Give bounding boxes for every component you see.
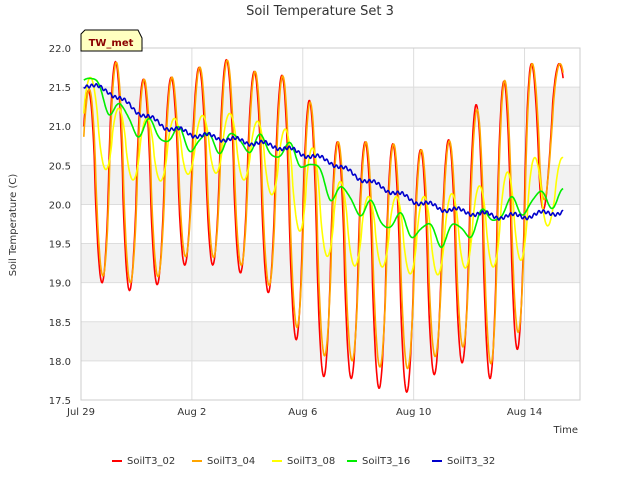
- y-axis-label: Soil Temperature (C): [8, 174, 19, 277]
- station-badge: TW_met: [80, 29, 143, 52]
- x-tick-label: Aug 14: [507, 407, 542, 418]
- legend-item-SoilT3_32: SoilT3_32: [432, 456, 495, 467]
- legend-label: SoilT3_16: [362, 456, 410, 467]
- legend-label: SoilT3_32: [447, 456, 495, 467]
- badge-label: TW_met: [89, 38, 134, 49]
- series-line-SoilT3_16: [83, 77, 564, 249]
- legend-item-SoilT3_02: SoilT3_02: [112, 456, 175, 467]
- y-tick-label: 19.0: [49, 279, 71, 290]
- chart-title: Soil Temperature Set 3: [246, 4, 394, 19]
- y-tick-label: 19.5: [49, 240, 71, 251]
- y-tick-label: 21.0: [49, 122, 71, 133]
- background-bands: [81, 87, 580, 361]
- x-axis: Jul 29 Aug 2 Aug 6 Aug 10 Aug 14: [66, 407, 542, 418]
- badge-shape: [80, 29, 143, 52]
- band: [81, 321, 580, 361]
- x-tick-label: Jul 29: [66, 407, 95, 418]
- y-tick-label: 20.5: [49, 161, 71, 172]
- band: [81, 87, 580, 127]
- legend-label: SoilT3_04: [207, 456, 255, 467]
- series-line-SoilT3_08: [83, 76, 564, 276]
- y-tick-label: 21.5: [49, 83, 71, 94]
- x-tick-label: Aug 6: [288, 407, 317, 418]
- series-line-SoilT3_04: [83, 59, 564, 370]
- y-tick-label: 17.5: [49, 396, 71, 407]
- y-tick-label: 20.0: [49, 200, 71, 211]
- y-tick-label: 18.5: [49, 318, 71, 329]
- series-lines: [83, 58, 564, 393]
- y-axis: 17.5 18.0 18.5 19.0 19.5 20.0 20.5 21.0 21.5 22.0: [49, 44, 71, 407]
- y-tick-label: 18.0: [49, 357, 71, 368]
- legend-item-SoilT3_04: SoilT3_04: [192, 456, 255, 467]
- legend-item-SoilT3_08: SoilT3_08: [272, 456, 335, 467]
- legend: SoilT3_02 SoilT3_04 SoilT3_08 SoilT3_16 Soil…: [112, 456, 495, 467]
- y-tick-label: 22.0: [49, 44, 71, 55]
- x-tick-label: Aug 10: [396, 407, 431, 418]
- legend-item-SoilT3_16: SoilT3_16: [347, 456, 410, 467]
- x-axis-label: Time: [553, 425, 578, 436]
- plot-frame: [80, 47, 581, 401]
- x-tick-label: Aug 2: [177, 407, 206, 418]
- legend-label: SoilT3_08: [287, 456, 335, 467]
- series-line-SoilT3_32: [83, 83, 564, 221]
- legend-label: SoilT3_02: [127, 456, 175, 467]
